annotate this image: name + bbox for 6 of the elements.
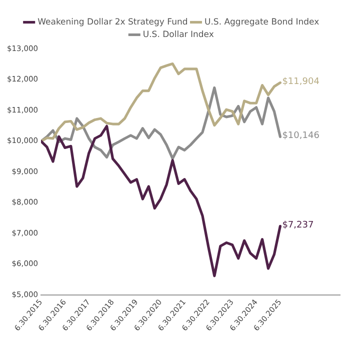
annotation: $7,237 xyxy=(282,220,314,231)
legend-label: U.S. Aggregate Bond Index xyxy=(204,17,320,28)
annotation: $11,904 xyxy=(282,77,320,88)
legend-label: U.S. Dollar Index xyxy=(142,30,214,40)
legend-label: Weakening Dollar 2x Strategy Fund xyxy=(38,17,188,28)
annotation: $10,146 xyxy=(282,131,320,142)
